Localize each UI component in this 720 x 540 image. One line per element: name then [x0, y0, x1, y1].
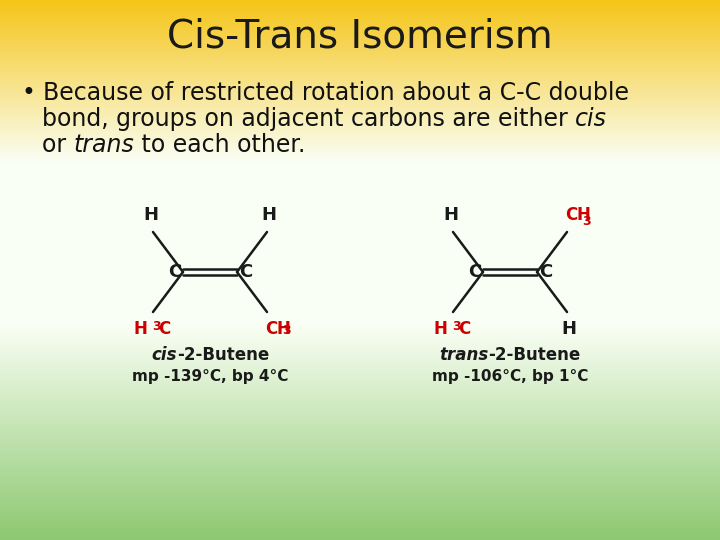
- Text: to each other.: to each other.: [135, 133, 306, 157]
- Text: C: C: [458, 320, 470, 338]
- Text: cis: cis: [151, 346, 176, 364]
- Text: cis: cis: [575, 107, 607, 131]
- Text: H: H: [562, 320, 577, 338]
- Text: H: H: [433, 320, 447, 338]
- Text: C: C: [539, 263, 552, 281]
- Text: C: C: [158, 320, 170, 338]
- Text: mp -106°C, bp 1°C: mp -106°C, bp 1°C: [432, 369, 588, 384]
- Text: C: C: [565, 206, 577, 224]
- Text: H: H: [576, 206, 590, 224]
- Text: -2-Butene: -2-Butene: [176, 346, 269, 364]
- Text: •: •: [22, 81, 43, 105]
- Text: Cis-Trans Isomerism: Cis-Trans Isomerism: [167, 18, 553, 56]
- Text: C: C: [239, 263, 252, 281]
- Text: trans: trans: [439, 346, 488, 364]
- Text: C: C: [168, 263, 181, 281]
- Text: bond, groups on adjacent carbons are either: bond, groups on adjacent carbons are eit…: [42, 107, 575, 131]
- Text: mp -139°C, bp 4°C: mp -139°C, bp 4°C: [132, 369, 288, 384]
- Text: Because of restricted rotation about a C-C double: Because of restricted rotation about a C…: [43, 81, 629, 105]
- Text: 3: 3: [452, 320, 461, 333]
- Text: H: H: [143, 206, 158, 224]
- Text: trans: trans: [73, 133, 135, 157]
- Text: 3: 3: [152, 320, 161, 333]
- Text: H: H: [276, 320, 290, 338]
- Text: H: H: [444, 206, 459, 224]
- Text: 3: 3: [282, 324, 291, 337]
- Text: or: or: [42, 133, 73, 157]
- Text: H: H: [261, 206, 276, 224]
- Text: H: H: [133, 320, 147, 338]
- Text: -2-Butene: -2-Butene: [488, 346, 581, 364]
- Text: C: C: [468, 263, 481, 281]
- Text: C: C: [265, 320, 277, 338]
- Text: 3: 3: [582, 215, 590, 228]
